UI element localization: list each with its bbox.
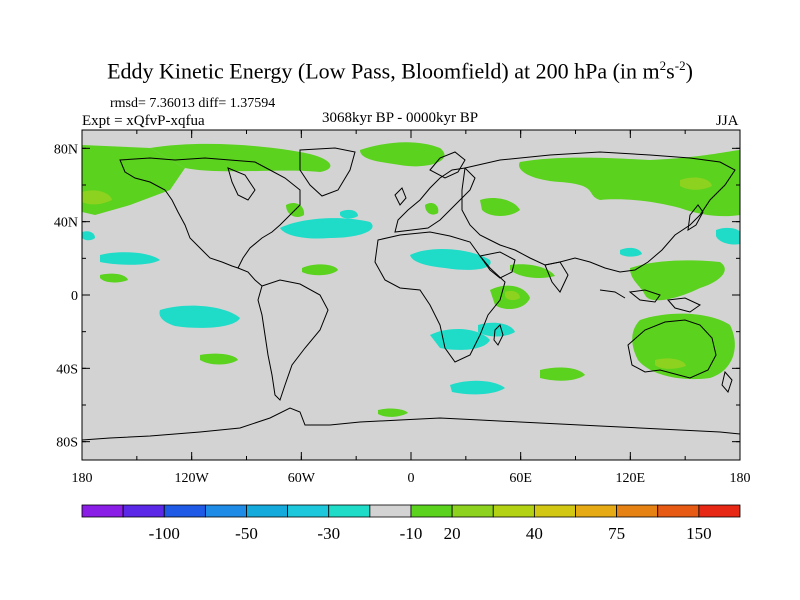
colorbar-label: -50 [235, 524, 258, 543]
colorbar-swatch [122, 504, 165, 518]
colorbar-swatch [410, 504, 453, 518]
anomaly-patch [200, 353, 238, 365]
lat-tick-label: 80S [56, 436, 78, 451]
season-label: JJA [716, 113, 739, 129]
anomaly-patch [410, 248, 491, 270]
coastline-japan [687, 204, 704, 231]
colorbar-swatch [81, 504, 124, 518]
lon-tick-label: 180 [72, 471, 93, 486]
colorbar-swatch [698, 504, 741, 518]
anomaly-patch [340, 209, 358, 219]
longitude-ticks: 180 120W 60W 0 60E 120E 180 [72, 130, 751, 486]
lon-tick-label: 120W [175, 471, 210, 486]
anomaly-patch [425, 202, 439, 215]
anomaly-patch [82, 190, 112, 205]
anomaly-patch [82, 231, 95, 241]
coastline-borneo [628, 289, 661, 303]
coastline-greenland [299, 147, 356, 197]
anomaly-patch [478, 322, 515, 337]
coastline-antarctica [82, 407, 740, 441]
anomaly-patch [360, 142, 445, 167]
coastline-hudson-bay [227, 167, 256, 201]
coastline-new-zealand [721, 370, 733, 393]
lon-tick-label: 60E [509, 471, 532, 486]
coastline-indonesia [599, 289, 626, 299]
colorbar-swatch [163, 504, 206, 518]
colorbar-swatch [204, 504, 247, 518]
colorbar-swatch [575, 504, 618, 518]
experiment-label: Expt = xQfvP-xqfua [82, 113, 205, 129]
colorbar-swatch [451, 504, 494, 518]
anomaly-field [82, 142, 740, 417]
lat-tick-label: 0 [71, 289, 78, 304]
colorbar-label: 75 [608, 524, 625, 543]
lat-tick-label: 40N [54, 216, 78, 231]
coastline-australia [627, 319, 717, 379]
colorbar-swatch [328, 504, 371, 518]
colorbar-label: -100 [149, 524, 180, 543]
anomaly-patch [280, 218, 373, 239]
anomaly-patch [450, 380, 505, 395]
colorbar-label: 20 [444, 524, 461, 543]
coastline-scandinavia [429, 151, 466, 179]
anomaly-patch [630, 260, 725, 301]
anomaly-patch [540, 367, 585, 381]
chart-title: Eddy Kinetic Energy (Low Pass, Bloomfiel… [107, 58, 693, 84]
lon-tick-label: 0 [408, 471, 415, 486]
anomaly-patch [620, 247, 642, 257]
colorbar-label: -10 [400, 524, 423, 543]
lon-tick-label: 180 [730, 471, 751, 486]
anomaly-patch [100, 273, 128, 283]
colorbar-label: -30 [317, 524, 340, 543]
colorbar-label: 40 [526, 524, 543, 543]
coastline-asia [461, 151, 736, 273]
coastline-madagascar [493, 324, 504, 346]
negative-anomaly-regions [82, 209, 740, 395]
lat-tick-label: 80N [54, 142, 78, 157]
coastline-south-america [257, 279, 329, 401]
anomaly-patch [302, 264, 338, 276]
colorbar-label: 150 [686, 524, 712, 543]
period-label: 3068kyr BP - 0000kyr BP [321, 110, 479, 126]
latitude-ticks: 80N 40N 0 40S 80S [54, 142, 740, 451]
lat-tick-label: 40S [56, 362, 78, 377]
coastline-britain [394, 187, 407, 206]
anomaly-patch [150, 143, 331, 172]
anomaly-patch [505, 290, 520, 301]
anomaly-patch [716, 227, 740, 245]
anomaly-patch [519, 150, 740, 217]
colorbar-swatch [657, 504, 700, 518]
colorbar-swatch [246, 504, 289, 518]
anomaly-patch [680, 177, 712, 190]
lon-tick-label: 60W [288, 471, 316, 486]
coastline-central-america [237, 267, 263, 287]
anomaly-patch [159, 305, 240, 328]
coastline-europe [394, 167, 476, 233]
coastline-new-guinea [666, 297, 701, 313]
anomaly-patch [378, 408, 408, 417]
colorbar-swatch [492, 504, 535, 518]
anomaly-patch [100, 252, 160, 265]
anomaly-patch [655, 358, 686, 369]
anomaly-patch [510, 264, 555, 278]
coastline-india [544, 261, 569, 293]
anomaly-patch [480, 198, 520, 216]
positive-anomaly-regions [82, 142, 740, 417]
colorbar-swatch [616, 504, 659, 518]
stats-line: rmsd= 7.36013 diff= 1.37594 [110, 96, 276, 111]
colorbar-swatch [533, 504, 576, 518]
colorbar-swatch [369, 504, 412, 518]
lon-tick-label: 120E [616, 471, 646, 486]
coastline-africa [374, 231, 506, 363]
coastline-arabia [479, 251, 516, 279]
colorbar-swatch [287, 504, 330, 518]
positive-anomaly-cores [82, 177, 712, 369]
coastlines [82, 147, 740, 441]
colorbar: -100 -50 -30 -10 20 40 75 150 [81, 504, 741, 543]
coastline-north-america [119, 157, 301, 269]
